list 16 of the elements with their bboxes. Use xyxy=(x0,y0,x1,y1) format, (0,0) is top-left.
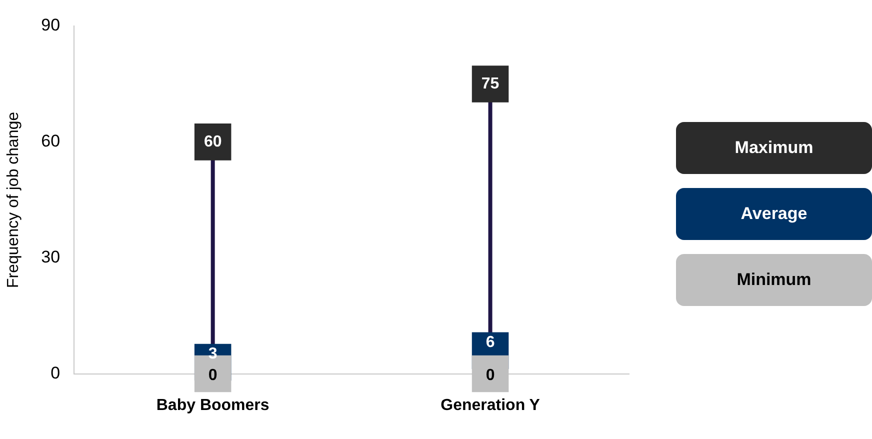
point xyxy=(472,355,509,392)
data-label: 75 xyxy=(481,75,500,92)
data-label: 6 xyxy=(486,334,495,352)
y-tick-label: 60 xyxy=(41,132,60,151)
y-tick-label: 0 xyxy=(50,363,60,382)
x-tick-label: Generation Y xyxy=(440,396,540,414)
text: Minimum xyxy=(736,270,812,290)
y-axis-title: Frequency of job change xyxy=(5,112,22,288)
x-tick-label: Baby Boomers xyxy=(156,396,270,414)
data-label: 0 xyxy=(486,367,495,384)
text: Maximum xyxy=(734,138,814,158)
y-tick-label: 30 xyxy=(41,248,60,267)
data-label: 0 xyxy=(208,367,218,384)
data-label: 60 xyxy=(204,133,222,150)
text: Average xyxy=(740,204,808,224)
y-tick-label: 90 xyxy=(41,16,60,35)
